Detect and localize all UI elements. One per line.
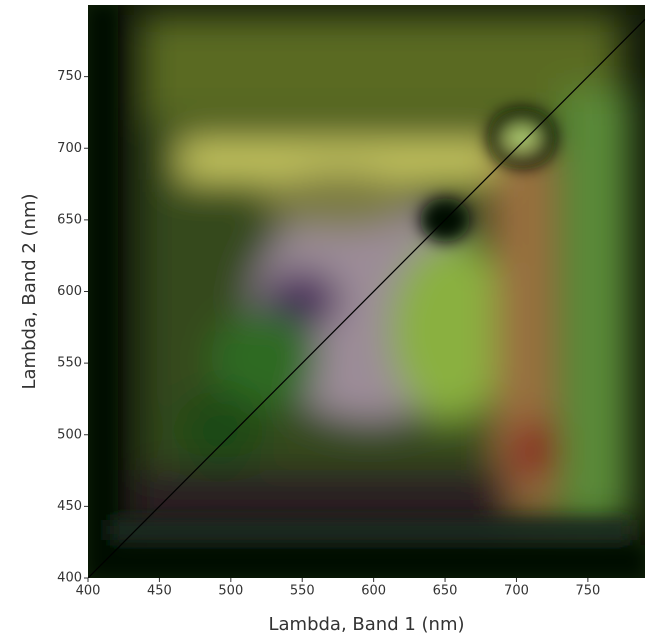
x-axis-label: Lambda, Band 1 (nm) [268, 614, 464, 635]
y-tick-label: 650 [57, 212, 82, 227]
diagonal-line [88, 18, 645, 578]
x-tick-label: 450 [147, 584, 172, 599]
x-tick-label: 550 [290, 584, 315, 599]
x-tick-label: 600 [361, 584, 386, 599]
y-tick-label: 750 [57, 69, 82, 84]
y-tick-label: 600 [57, 284, 82, 299]
y-tick-label: 400 [57, 571, 82, 586]
y-tick-label: 550 [57, 356, 82, 371]
x-tick-label: 500 [218, 584, 243, 599]
y-axis-label: Lambda, Band 2 (nm) [19, 193, 40, 389]
x-tick-label: 750 [575, 584, 600, 599]
y-tick-label: 450 [57, 499, 82, 514]
y-tick-label: 700 [57, 141, 82, 156]
x-tick-label: 400 [76, 584, 101, 599]
x-tick-label: 700 [504, 584, 529, 599]
y-tick-label: 500 [57, 427, 82, 442]
image [88, 5, 645, 578]
x-tick-label: 650 [433, 584, 458, 599]
